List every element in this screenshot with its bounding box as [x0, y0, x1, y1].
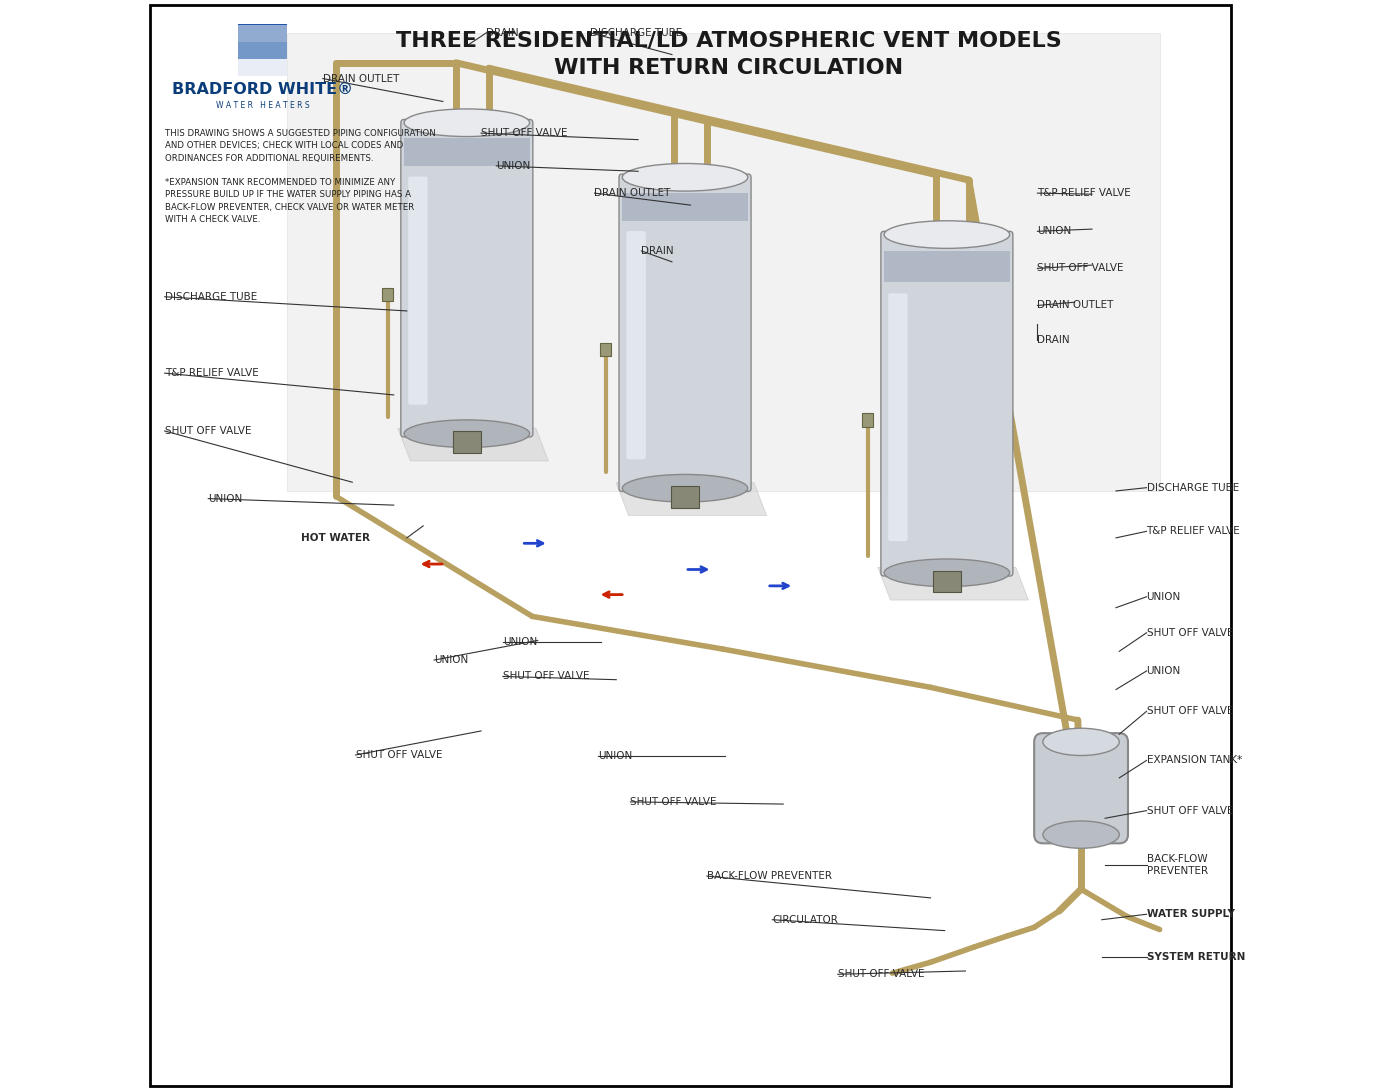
Text: DRAIN: DRAIN: [1037, 335, 1070, 346]
Ellipse shape: [405, 109, 529, 136]
Bar: [238, 41, 287, 59]
FancyBboxPatch shape: [409, 177, 428, 405]
Polygon shape: [616, 483, 766, 516]
Text: EXPANSION TANK*: EXPANSION TANK*: [1146, 755, 1242, 766]
Text: DRAIN OUTLET: DRAIN OUTLET: [594, 188, 671, 199]
Text: WATER SUPPLY: WATER SUPPLY: [1146, 909, 1235, 920]
FancyBboxPatch shape: [881, 231, 1012, 576]
Text: SHUT OFF VALVE: SHUT OFF VALVE: [838, 969, 924, 980]
Text: SHUT OFF VALVE: SHUT OFF VALVE: [1146, 706, 1233, 717]
FancyBboxPatch shape: [1034, 733, 1128, 843]
Text: UNION: UNION: [598, 751, 632, 762]
Text: T&P RELIEF VALVE: T&P RELIEF VALVE: [1146, 526, 1240, 537]
Ellipse shape: [1043, 822, 1119, 849]
Bar: [238, 59, 287, 76]
Text: W A T E R   H E A T E R S: W A T E R H E A T E R S: [215, 101, 309, 110]
Polygon shape: [878, 567, 1029, 600]
Text: UNION: UNION: [209, 493, 243, 504]
Text: UNION: UNION: [1146, 666, 1181, 676]
Polygon shape: [398, 429, 548, 461]
Text: UNION: UNION: [434, 655, 468, 666]
FancyBboxPatch shape: [400, 120, 533, 437]
Text: WITH RETURN CIRCULATION: WITH RETURN CIRCULATION: [554, 58, 903, 77]
Text: T&P RELIEF VALVE: T&P RELIEF VALVE: [1037, 188, 1131, 199]
Text: DRAIN: DRAIN: [486, 27, 519, 38]
Ellipse shape: [405, 420, 529, 447]
Text: T&P RELIEF VALVE: T&P RELIEF VALVE: [164, 368, 258, 379]
Polygon shape: [287, 33, 1160, 491]
Text: BRADFORD WHITE®: BRADFORD WHITE®: [173, 82, 354, 97]
Text: SHUT OFF VALVE: SHUT OFF VALVE: [1146, 627, 1233, 638]
Bar: [238, 24, 287, 76]
Text: SHUT OFF VALVE: SHUT OFF VALVE: [355, 750, 442, 760]
Text: BACK-FLOW
PREVENTER: BACK-FLOW PREVENTER: [1146, 854, 1207, 876]
Bar: [405, 139, 529, 166]
Text: CIRCULATOR: CIRCULATOR: [772, 914, 838, 925]
Text: DRAIN: DRAIN: [641, 245, 674, 256]
FancyBboxPatch shape: [888, 293, 907, 541]
Text: DISCHARGE TUBE: DISCHARGE TUBE: [590, 27, 682, 38]
Text: SHUT OFF VALVE: SHUT OFF VALVE: [503, 671, 590, 682]
Text: DRAIN OUTLET: DRAIN OUTLET: [323, 73, 399, 84]
FancyBboxPatch shape: [619, 175, 751, 492]
Text: SHUT OFF VALVE: SHUT OFF VALVE: [1037, 263, 1124, 274]
Text: *EXPANSION TANK RECOMMENDED TO MINIMIZE ANY
PRESSURE BUILD UP IF THE WATER SUPPL: *EXPANSION TANK RECOMMENDED TO MINIMIZE …: [164, 178, 414, 225]
Text: UNION: UNION: [496, 160, 530, 171]
Bar: [862, 413, 873, 427]
Bar: [601, 343, 612, 356]
Text: UNION: UNION: [1037, 226, 1072, 237]
Text: DISCHARGE TUBE: DISCHARGE TUBE: [164, 291, 257, 302]
Ellipse shape: [623, 164, 747, 191]
Ellipse shape: [884, 559, 1010, 587]
Text: BACK-FLOW PREVENTER: BACK-FLOW PREVENTER: [707, 871, 831, 882]
Bar: [932, 571, 961, 592]
Text: SYSTEM RETURN: SYSTEM RETURN: [1146, 951, 1244, 962]
Text: THREE RESIDENTIAL/LD ATMOSPHERIC VENT MODELS: THREE RESIDENTIAL/LD ATMOSPHERIC VENT MO…: [396, 31, 1062, 50]
FancyBboxPatch shape: [627, 231, 646, 459]
Text: SHUT OFF VALVE: SHUT OFF VALVE: [1146, 805, 1233, 816]
Text: UNION: UNION: [1146, 591, 1181, 602]
Text: DRAIN OUTLET: DRAIN OUTLET: [1037, 300, 1114, 311]
Bar: [623, 193, 747, 220]
Text: DISCHARGE TUBE: DISCHARGE TUBE: [1146, 482, 1239, 493]
Text: HOT WATER: HOT WATER: [301, 532, 370, 543]
Text: UNION: UNION: [503, 636, 537, 647]
Text: SHUT OFF VALVE: SHUT OFF VALVE: [481, 128, 568, 139]
Bar: [671, 487, 699, 508]
Text: SHUT OFF VALVE: SHUT OFF VALVE: [164, 425, 251, 436]
Ellipse shape: [1043, 729, 1119, 756]
Text: SHUT OFF VALVE: SHUT OFF VALVE: [631, 796, 717, 807]
Ellipse shape: [884, 220, 1010, 249]
Bar: [238, 24, 287, 41]
Text: THIS DRAWING SHOWS A SUGGESTED PIPING CONFIGURATION
AND OTHER DEVICES; CHECK WIT: THIS DRAWING SHOWS A SUGGESTED PIPING CO…: [164, 129, 435, 163]
Ellipse shape: [623, 475, 747, 502]
Bar: [884, 252, 1010, 281]
Bar: [383, 288, 394, 301]
Bar: [453, 432, 481, 454]
